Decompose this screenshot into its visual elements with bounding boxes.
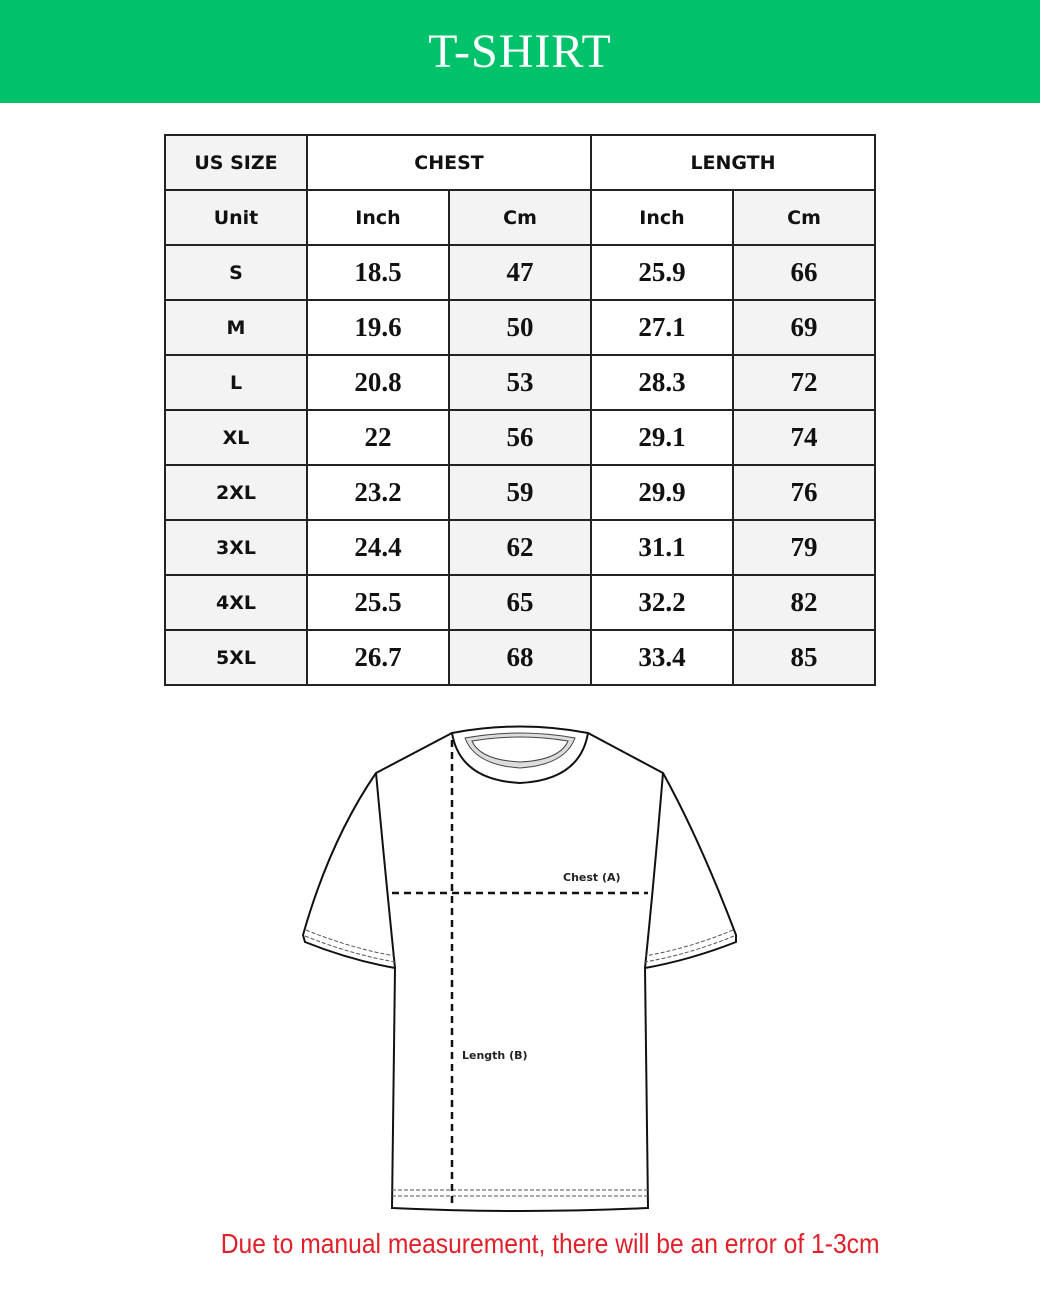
chest-cm-cell: 62	[448, 519, 592, 576]
title-banner: T-SHIRT	[0, 0, 1040, 103]
chest-inch-cell: 26.7	[306, 629, 450, 686]
collar	[450, 725, 590, 785]
length-inch-cell: 31.1	[590, 519, 734, 576]
chest-label: Chest (A)	[563, 871, 621, 884]
chest-inch-cell: 18.5	[306, 244, 450, 301]
chest-cm-cell: 53	[448, 354, 592, 411]
unit-label: Unit	[164, 189, 308, 246]
table-header-row: US SIZE CHEST LENGTH	[164, 134, 876, 191]
chest-inch-cell: 24.4	[306, 519, 450, 576]
chest-cm-cell: 47	[448, 244, 592, 301]
length-cm-cell: 72	[732, 354, 876, 411]
chest-inch-cell: 22	[306, 409, 450, 466]
table-row: L 20.8 53 28.3 72	[164, 354, 876, 411]
size-cell: M	[164, 299, 308, 356]
chest-cm-cell: 68	[448, 629, 592, 686]
length-label: Length (B)	[462, 1049, 528, 1062]
chest-header: CHEST	[306, 134, 592, 191]
chest-cm-header: Cm	[448, 189, 592, 246]
length-cm-cell: 85	[732, 629, 876, 686]
measurement-note: Due to manual measurement, there will be…	[220, 1228, 880, 1259]
table-row: 5XL 26.7 68 33.4 85	[164, 629, 876, 686]
chest-cm-cell: 65	[448, 574, 592, 631]
size-cell: L	[164, 354, 308, 411]
chest-cm-cell: 50	[448, 299, 592, 356]
size-cell: 5XL	[164, 629, 308, 686]
length-cm-cell: 79	[732, 519, 876, 576]
length-cm-cell: 66	[732, 244, 876, 301]
length-inch-header: Inch	[590, 189, 734, 246]
length-inch-cell: 27.1	[590, 299, 734, 356]
chest-inch-cell: 23.2	[306, 464, 450, 521]
chest-cm-cell: 59	[448, 464, 592, 521]
size-cell: 2XL	[164, 464, 308, 521]
unit-row: Unit Inch Cm Inch Cm	[164, 189, 876, 246]
size-table: US SIZE CHEST LENGTH Unit Inch Cm Inch C…	[164, 134, 876, 686]
length-cm-header: Cm	[732, 189, 876, 246]
length-cm-cell: 76	[732, 464, 876, 521]
table-row: 4XL 25.5 65 32.2 82	[164, 574, 876, 631]
table-row: M 19.6 50 27.1 69	[164, 299, 876, 356]
chest-inch-header: Inch	[306, 189, 450, 246]
length-inch-cell: 25.9	[590, 244, 734, 301]
length-inch-cell: 33.4	[590, 629, 734, 686]
length-inch-cell: 29.1	[590, 409, 734, 466]
length-inch-cell: 29.9	[590, 464, 734, 521]
size-header: US SIZE	[164, 134, 308, 191]
length-header: LENGTH	[590, 134, 876, 191]
table-row: 3XL 24.4 62 31.1 79	[164, 519, 876, 576]
table-row: S 18.5 47 25.9 66	[164, 244, 876, 301]
chest-cm-cell: 56	[448, 409, 592, 466]
chest-inch-cell: 25.5	[306, 574, 450, 631]
length-inch-cell: 32.2	[590, 574, 734, 631]
size-cell: 3XL	[164, 519, 308, 576]
page-title: T-SHIRT	[428, 25, 612, 78]
size-cell: XL	[164, 409, 308, 466]
length-inch-cell: 28.3	[590, 354, 734, 411]
size-cell: 4XL	[164, 574, 308, 631]
stitching	[304, 929, 735, 1197]
table-row: XL 22 56 29.1 74	[164, 409, 876, 466]
tshirt-outline	[301, 732, 737, 1212]
length-cm-cell: 74	[732, 409, 876, 466]
size-cell: S	[164, 244, 308, 301]
length-cm-cell: 82	[732, 574, 876, 631]
chest-inch-cell: 20.8	[306, 354, 450, 411]
length-cm-cell: 69	[732, 299, 876, 356]
table-row: 2XL 23.2 59 29.9 76	[164, 464, 876, 521]
chest-inch-cell: 19.6	[306, 299, 450, 356]
